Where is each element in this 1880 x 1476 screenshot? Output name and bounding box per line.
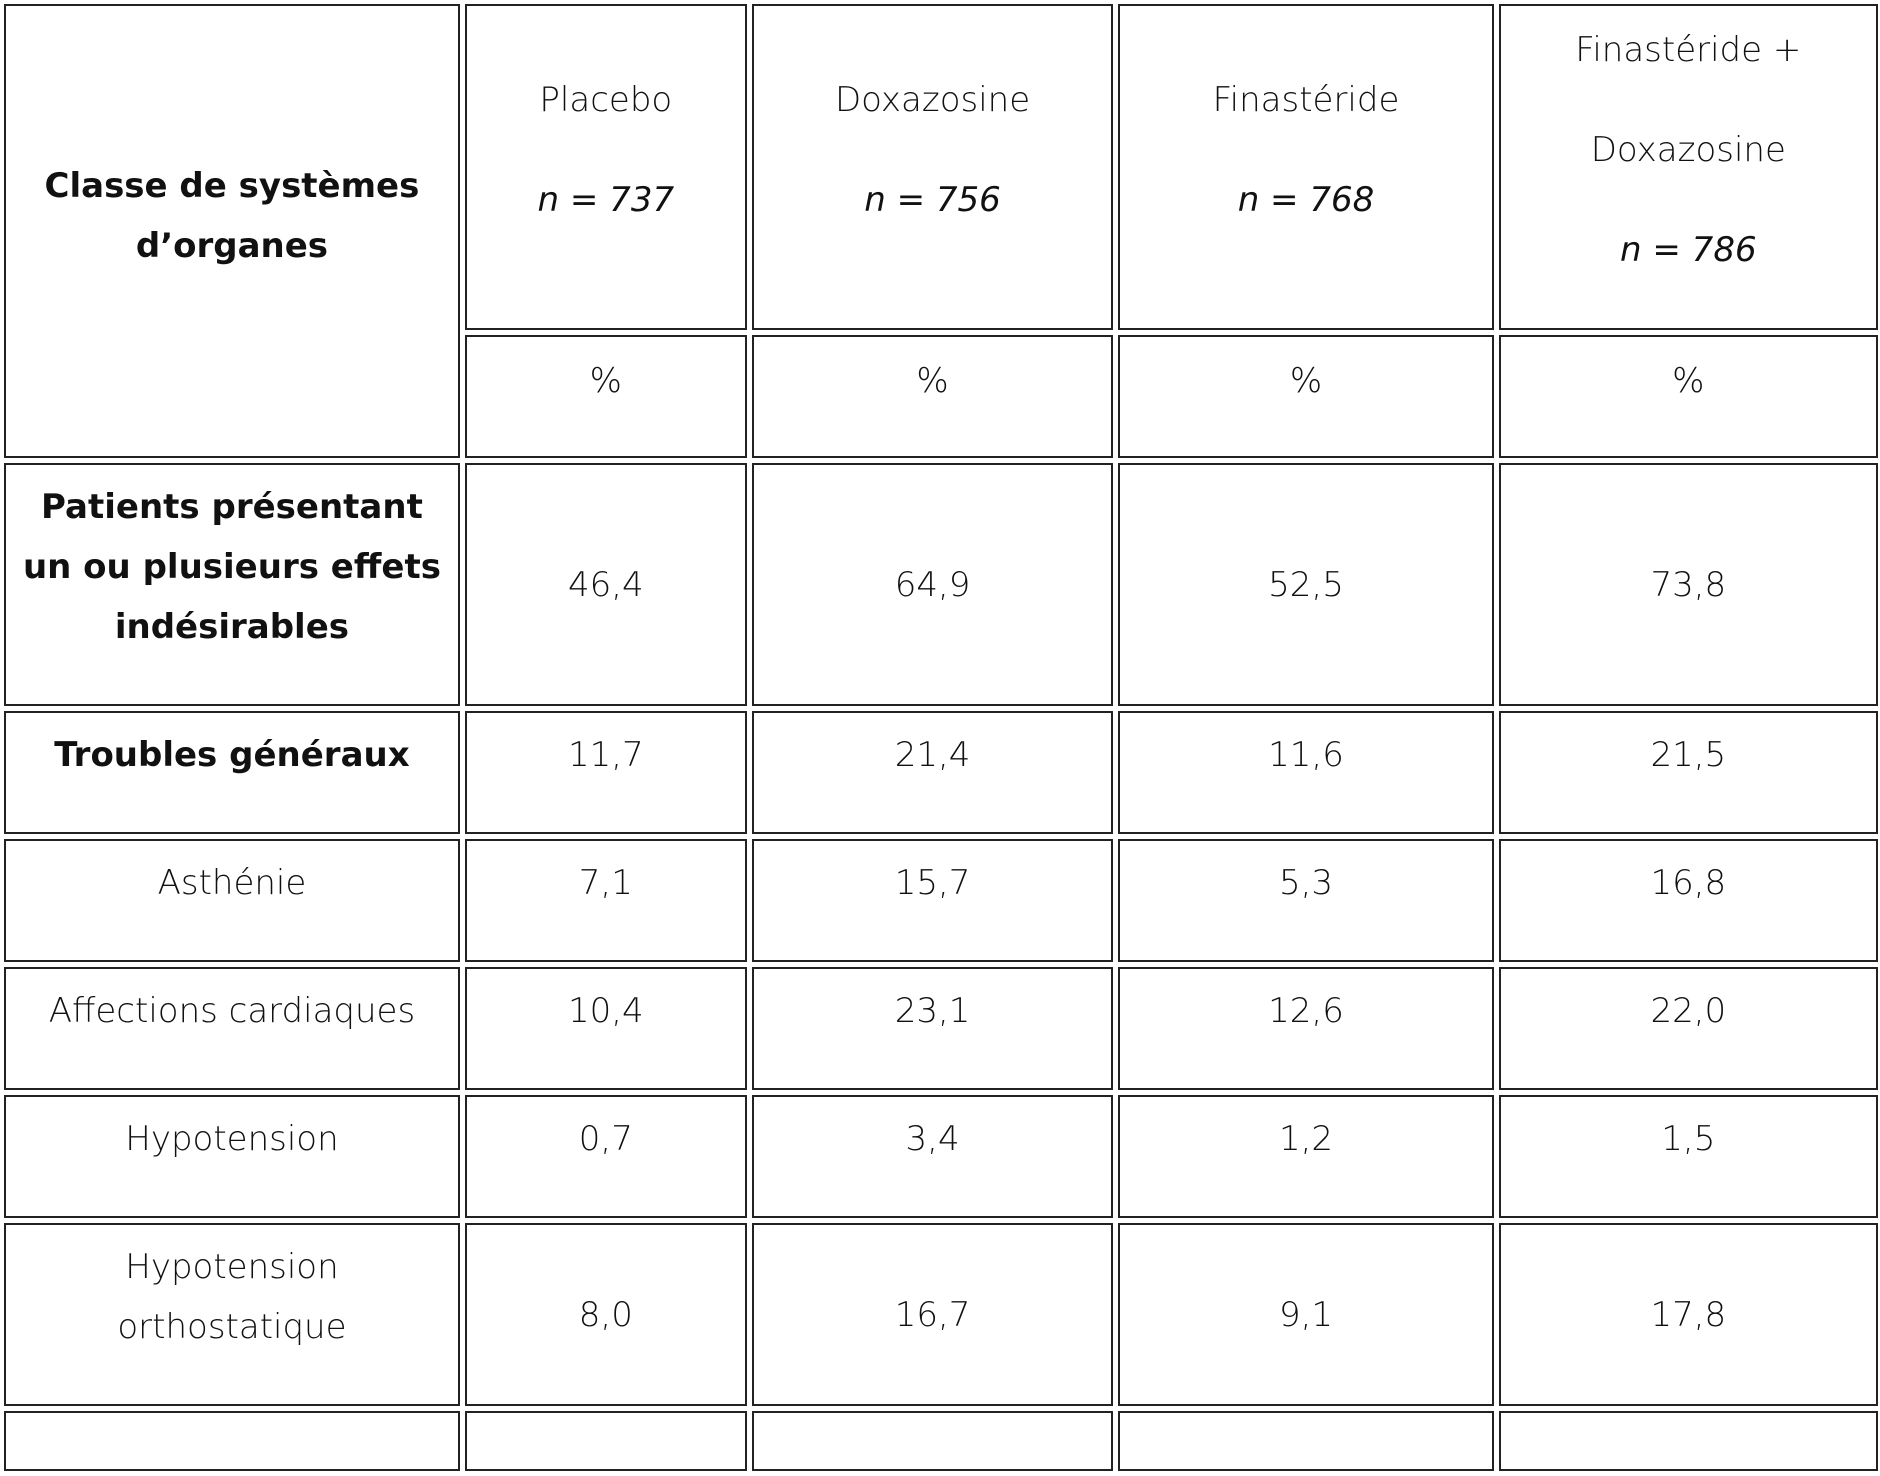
table-cell: 12,6 bbox=[1118, 967, 1494, 1090]
table-cell bbox=[1498, 1411, 1878, 1471]
table-row: Asthénie 7,1 15,7 5,3 16,8 bbox=[4, 839, 1878, 962]
table-cell: 5,3 bbox=[1118, 839, 1494, 962]
unit-combo: % bbox=[1498, 335, 1878, 458]
col-name-placebo: Placebo bbox=[539, 80, 673, 120]
col-name-combo-line1: Finastéride + bbox=[1575, 30, 1802, 70]
table-cell: 11,6 bbox=[1118, 711, 1494, 834]
table-cell: 15,7 bbox=[751, 839, 1114, 962]
table-cell: 16,7 bbox=[751, 1223, 1114, 1406]
table-cell: 9,1 bbox=[1118, 1223, 1494, 1406]
table-cell: 23,1 bbox=[751, 967, 1114, 1090]
table-cell: 64,9 bbox=[751, 463, 1114, 706]
table-row: Patients présentant un ou plusieurs effe… bbox=[4, 463, 1878, 706]
table-cell: 10,4 bbox=[464, 967, 747, 1090]
col-n-placebo: n = 737 bbox=[537, 180, 675, 220]
table-cell: 16,8 bbox=[1498, 839, 1878, 962]
col-name-combo-line2: Doxazosine bbox=[1590, 130, 1786, 170]
table-row-partial bbox=[4, 1411, 1878, 1471]
row-label: Patients présentant un ou plusieurs effe… bbox=[4, 463, 460, 706]
table-row: Hypotension orthostatique 8,0 16,7 9,1 1… bbox=[4, 1223, 1878, 1406]
table-cell bbox=[1118, 1411, 1494, 1471]
table-cell: 7,1 bbox=[464, 839, 747, 962]
table-cell bbox=[464, 1411, 747, 1471]
col-n-combo: n = 786 bbox=[1620, 230, 1757, 270]
unit-finasteride: % bbox=[1118, 335, 1494, 458]
table-cell: 73,8 bbox=[1498, 463, 1878, 706]
table-cell: 21,5 bbox=[1498, 711, 1878, 834]
table-cell: 17,8 bbox=[1498, 1223, 1878, 1406]
table-cell: 1,2 bbox=[1118, 1095, 1494, 1218]
col-header-doxazosine: Doxazosine n = 756 bbox=[751, 4, 1114, 330]
table-cell: 22,0 bbox=[1498, 967, 1878, 1090]
header-row: Classe de systèmes d’organes Placebo n =… bbox=[4, 4, 1878, 458]
row-label: Hypotension bbox=[4, 1095, 460, 1218]
row-label: Affections cardiaques bbox=[4, 967, 460, 1090]
unit-doxazosine: % bbox=[751, 335, 1114, 458]
col-name-finasteride: Finastéride bbox=[1212, 80, 1400, 120]
table-cell: 1,5 bbox=[1498, 1095, 1878, 1218]
col-n-doxazosine: n = 756 bbox=[864, 180, 1001, 220]
table-cell: 21,4 bbox=[751, 711, 1114, 834]
row-label: Asthénie bbox=[4, 839, 460, 962]
table-cell: 11,7 bbox=[464, 711, 747, 834]
table-cell: 8,0 bbox=[464, 1223, 747, 1406]
table-row: Affections cardiaques 10,4 23,1 12,6 22,… bbox=[4, 967, 1878, 1090]
table-cell: 0,7 bbox=[464, 1095, 747, 1218]
row-label-header-text: Classe de systèmes d’organes bbox=[44, 166, 420, 266]
unit-placebo: % bbox=[464, 335, 747, 458]
table-cell: 3,4 bbox=[751, 1095, 1114, 1218]
col-n-finasteride: n = 768 bbox=[1237, 180, 1375, 220]
table-cell bbox=[4, 1411, 460, 1471]
row-label-header: Classe de systèmes d’organes bbox=[4, 4, 460, 458]
table-row: Hypotension 0,7 3,4 1,2 1,5 bbox=[4, 1095, 1878, 1218]
col-header-placebo: Placebo n = 737 bbox=[464, 4, 747, 330]
table-row: Troubles généraux 11,7 21,4 11,6 21,5 bbox=[4, 711, 1878, 834]
row-label: Troubles généraux bbox=[4, 711, 460, 834]
table-cell bbox=[751, 1411, 1114, 1471]
unit-row: % % % % bbox=[4, 335, 1878, 458]
col-header-combo: Finastéride + Doxazosine n = 786 bbox=[1498, 4, 1878, 330]
row-label: Hypotension orthostatique bbox=[4, 1223, 460, 1406]
col-header-finasteride: Finastéride n = 768 bbox=[1118, 4, 1494, 330]
col-name-doxazosine: Doxazosine bbox=[834, 80, 1031, 120]
table-cell: 52,5 bbox=[1118, 463, 1494, 706]
table-cell: 46,4 bbox=[464, 463, 747, 706]
